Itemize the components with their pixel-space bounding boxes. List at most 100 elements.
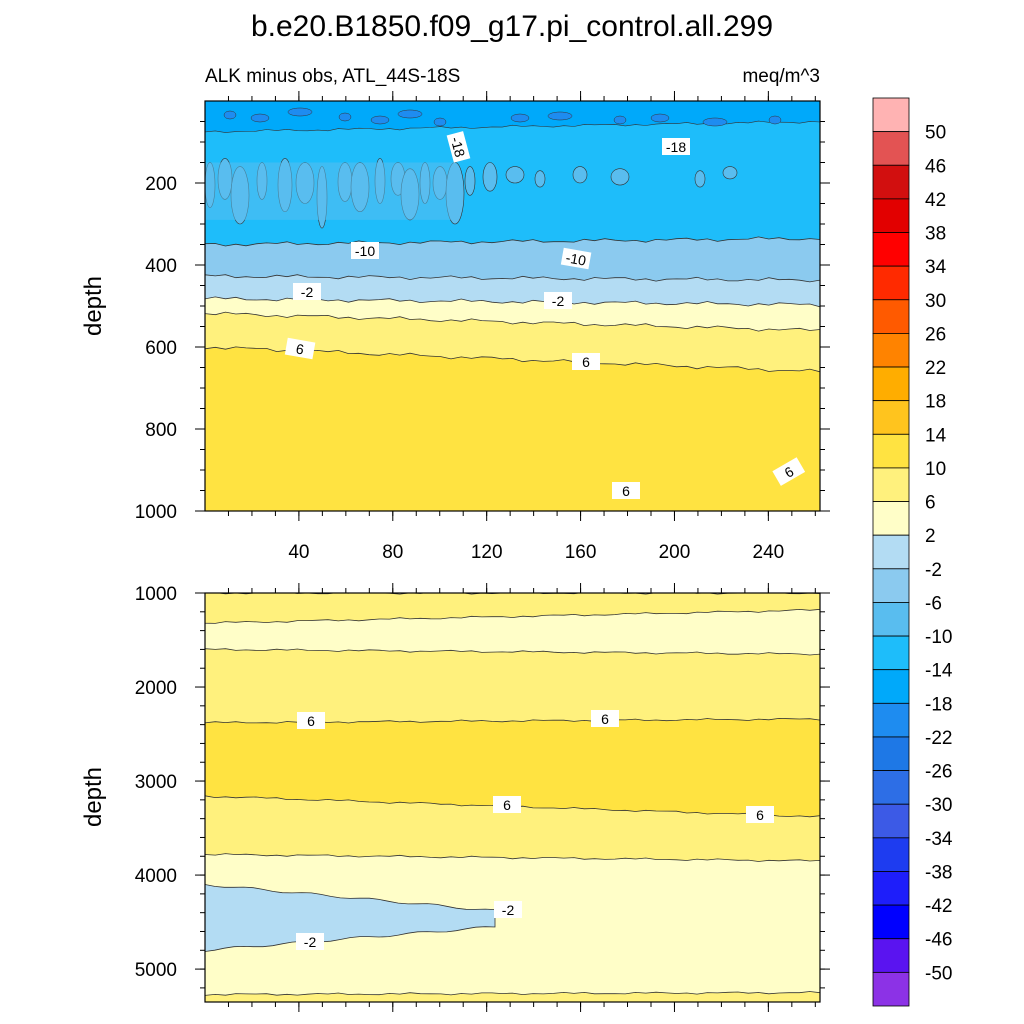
colorbar-swatch	[872, 333, 910, 368]
band-6	[205, 717, 820, 818]
patch-minus22	[510, 113, 530, 123]
colorbar-swatch	[872, 299, 910, 334]
y-tick-label: 200	[145, 174, 177, 195]
colorbar-swatch	[872, 770, 910, 805]
lower-y-axis-label: depth	[80, 767, 107, 827]
contour-label-text: 6	[756, 807, 764, 823]
colorbar-label: 50	[925, 123, 946, 144]
colorbar-swatch	[872, 198, 910, 233]
colorbar-swatch	[872, 904, 910, 940]
patch-minus14	[482, 162, 498, 192]
y-tick-label: 1000	[135, 584, 177, 605]
colorbar-swatch	[872, 702, 910, 738]
colorbar-label: -6	[925, 593, 942, 614]
colorbar-label: -30	[925, 795, 952, 816]
colorbar-swatch	[872, 669, 910, 704]
colorbar-swatch	[872, 837, 910, 872]
colorbar-swatch	[872, 534, 910, 570]
colorbar-swatch	[872, 635, 910, 671]
colorbar-label: -50	[925, 963, 952, 984]
colorbar-label: 30	[925, 291, 946, 312]
colorbar-label: 26	[925, 324, 946, 345]
y-tick-label: 800	[145, 420, 177, 441]
y-tick-label: 3000	[135, 772, 177, 793]
patch-minus22	[613, 115, 627, 125]
y-tick-label: 600	[145, 338, 177, 359]
contour-label-text: -18	[448, 135, 469, 159]
contour-label-text: -2	[552, 293, 565, 309]
y-tick-label: 2000	[135, 678, 177, 699]
colorbar-label: -42	[925, 896, 952, 917]
contour-label: -2	[296, 933, 324, 950]
y-tick-label: 5000	[135, 960, 177, 981]
contour-label-text: 6	[601, 711, 609, 727]
colorbar-label: -2	[925, 560, 942, 581]
patch-minus14	[694, 170, 706, 188]
contour-label: -18	[446, 131, 471, 163]
contour-label-text: -2	[301, 284, 314, 300]
lower-plot-frame	[204, 592, 821, 1003]
y-tick-label: 4000	[135, 866, 177, 887]
patch-minus14	[610, 168, 630, 186]
colorbar-label: -46	[925, 930, 952, 951]
patch-minus22	[370, 115, 390, 125]
contour-label: -10	[351, 242, 379, 259]
colorbar-swatch	[872, 97, 910, 133]
patch-minus22	[702, 117, 728, 127]
contour-label-text: -10	[355, 243, 375, 259]
contour-label-text: 6	[307, 713, 315, 729]
colorbar: 50 46 42 38 34 30 26 22 18 14 10 6 2 -2 -6 -10 -14 -18 -22…	[872, 97, 953, 1007]
contour-label: -2	[293, 283, 321, 300]
patch-minus14	[464, 166, 476, 196]
colorbar-swatch	[872, 433, 910, 469]
contour-label: 6	[612, 482, 640, 499]
colorbar-label: 10	[925, 459, 946, 480]
contour-label: -10	[560, 247, 592, 270]
colorbar-swatch	[872, 602, 910, 637]
contour-label: -2	[494, 901, 522, 918]
colorbar-swatch	[872, 232, 910, 267]
colorbar-label: -26	[925, 762, 952, 783]
contour-label-text: -10	[565, 249, 588, 268]
contour-label-text: 6	[295, 340, 306, 357]
contour-label: 6	[591, 710, 619, 727]
patch-minus22	[338, 112, 352, 122]
colorbar-label: 2	[925, 526, 936, 547]
band-minus2	[205, 853, 820, 1002]
patch-minus22	[223, 110, 237, 120]
patch-minus22	[250, 113, 270, 123]
colorbar-label: -22	[925, 728, 952, 749]
colorbar-label: -34	[925, 829, 953, 850]
patch-minus14	[534, 170, 546, 188]
x-tick-label: 120	[471, 542, 503, 563]
colorbar-label: 42	[925, 190, 946, 211]
contour-label-text: -2	[304, 934, 317, 950]
colorbar-swatch	[872, 265, 910, 301]
contour-label: 6	[772, 457, 806, 486]
contour-label-text: -18	[666, 139, 686, 155]
patch-minus22	[287, 107, 313, 117]
patch-minus14	[722, 166, 738, 180]
upper-y-axis-label: depth	[80, 276, 107, 336]
contour-label: 6	[746, 806, 774, 823]
patch-minus22	[397, 109, 423, 119]
upper-subtitle-left: ALK minus obs, ATL_44S-18S	[205, 66, 460, 87]
contour-label-text: 6	[582, 354, 590, 370]
colorbar-swatch	[872, 366, 910, 402]
colorbar-label: -14	[925, 661, 953, 682]
band-2-bottom	[205, 991, 820, 1002]
contour-label: -18	[662, 138, 690, 155]
contour-label: 6	[284, 337, 316, 360]
y-tick-label: 1000	[135, 502, 177, 523]
contour-label-text: -2	[502, 902, 515, 918]
patch-minus14	[505, 166, 525, 184]
lower-contour-panel: 6 6 6 6 -2 -2 1000 2000 3000 4000 5000 depth	[80, 583, 830, 1012]
colorbar-label: -38	[925, 862, 952, 883]
y-tick-label: 400	[145, 256, 177, 277]
x-tick-label: 200	[659, 542, 691, 563]
colorbar-swatch	[872, 568, 910, 603]
patch-minus22	[547, 111, 573, 121]
figure-title: b.e20.B1850.f09_g17.pi_control.all.299	[251, 10, 773, 43]
x-tick-label: 240	[753, 542, 785, 563]
contour-label: 6	[297, 712, 325, 729]
